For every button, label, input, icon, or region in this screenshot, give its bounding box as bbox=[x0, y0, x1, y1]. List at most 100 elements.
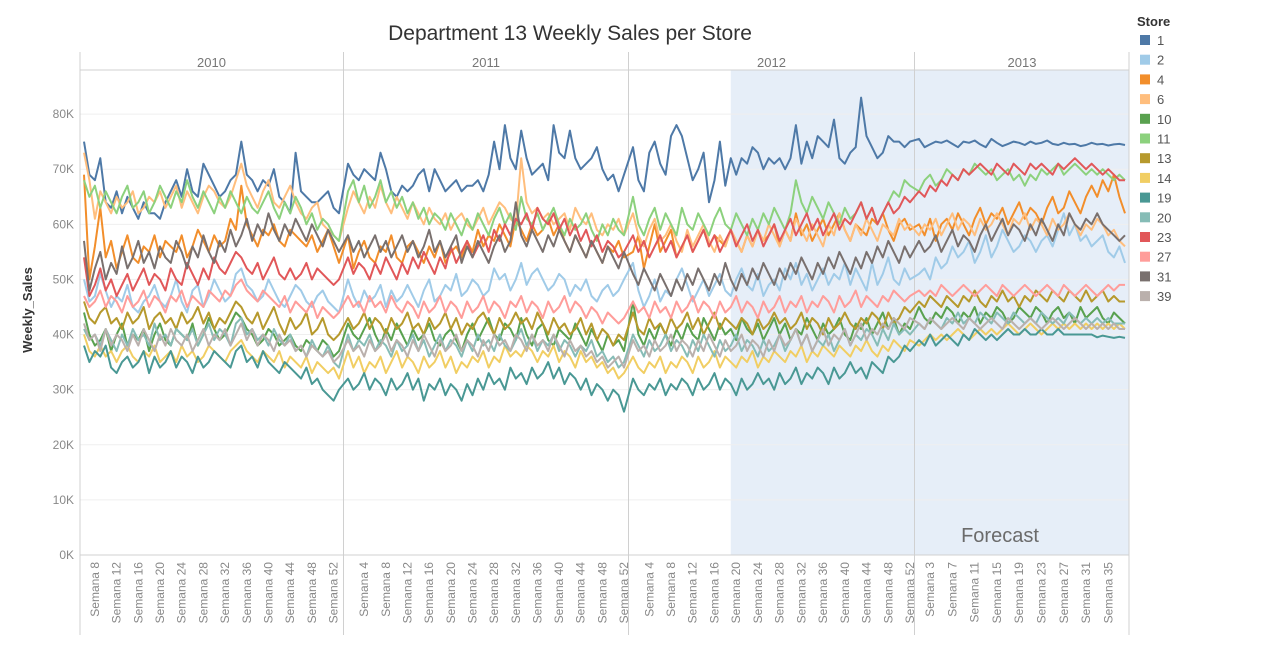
y-tick-label: 20K bbox=[53, 438, 74, 452]
legend: Store 1 2 4 6 10 11 13 14 19 20 23 27 31 39 bbox=[1137, 14, 1171, 304]
x-tick-label: Semana 24 bbox=[751, 562, 765, 624]
x-tick-label: Semana 48 bbox=[881, 562, 895, 624]
x-tick-label: Semana 19 bbox=[1012, 562, 1026, 624]
x-tick-label: Semana 52 bbox=[903, 562, 917, 624]
forecast-label: Forecast bbox=[961, 525, 1039, 547]
legend-swatch bbox=[1140, 74, 1150, 85]
x-tick-label: Semana 36 bbox=[530, 562, 544, 624]
x-tick-label: Semana 24 bbox=[175, 562, 189, 624]
legend-swatch bbox=[1140, 35, 1150, 45]
legend-label: 31 bbox=[1157, 269, 1171, 284]
legend-swatch bbox=[1140, 192, 1150, 203]
x-tick-label: Semana 16 bbox=[131, 562, 145, 624]
x-tick-label: Semana 20 bbox=[729, 562, 743, 624]
legend-swatch bbox=[1140, 172, 1150, 183]
legend-label: 6 bbox=[1157, 92, 1164, 107]
x-tick-label: Semana 4 bbox=[357, 562, 371, 617]
x-tick-label: Semana 44 bbox=[283, 562, 297, 624]
legend-label: 23 bbox=[1157, 230, 1171, 245]
series-line-store-1 bbox=[83, 96, 1126, 220]
x-tick-label: Semana 12 bbox=[686, 562, 700, 624]
x-tick-label: Semana 52 bbox=[327, 562, 341, 624]
y-tick-label: 30K bbox=[53, 383, 74, 397]
year-header: 2010 bbox=[197, 55, 226, 70]
y-tick-label: 80K bbox=[53, 107, 74, 121]
series-line-store-19 bbox=[83, 328, 1126, 413]
x-tick-label: Semana 32 bbox=[509, 562, 523, 624]
x-tick-label: Semana 40 bbox=[261, 562, 275, 624]
panel-dividers bbox=[79, 52, 1130, 635]
legend-label: 1 bbox=[1157, 33, 1164, 48]
y-axis-label: Weekly_Sales bbox=[20, 267, 35, 353]
legend-swatch bbox=[1140, 133, 1150, 144]
y-tick-label: 70K bbox=[53, 162, 74, 176]
x-tick-label: Semana 16 bbox=[707, 562, 721, 624]
legend-label: 19 bbox=[1157, 191, 1171, 206]
legend-label: 14 bbox=[1157, 171, 1171, 186]
legend-swatch bbox=[1140, 251, 1150, 262]
x-tick-label: Semana 28 bbox=[773, 562, 787, 624]
x-tick-label: Semana 24 bbox=[465, 562, 479, 624]
x-tick-label: Semana 12 bbox=[401, 562, 415, 624]
year-headers: 2010 2011 2012 2013 bbox=[197, 55, 1036, 70]
x-tick-label: Semana 40 bbox=[838, 562, 852, 624]
x-tick-label: Semana 40 bbox=[552, 562, 566, 624]
y-axis: 0K 10K 20K 30K 40K 50K 60K 70K 80K bbox=[53, 107, 74, 562]
series-line-store-27 bbox=[83, 278, 1125, 325]
x-tick-label: Semana 16 bbox=[422, 562, 436, 624]
legend-label: 10 bbox=[1157, 112, 1171, 127]
x-tick-label: Semana 4 bbox=[642, 562, 656, 617]
year-header: 2012 bbox=[757, 55, 786, 70]
y-tick-label: 0K bbox=[59, 548, 74, 562]
x-tick-label: Semana 7 bbox=[945, 562, 959, 617]
x-tick-label: Semana 3 bbox=[923, 562, 937, 617]
x-tick-label: Semana 11 bbox=[968, 562, 982, 623]
x-tick-label: Semana 36 bbox=[240, 562, 254, 624]
forecast-region bbox=[730, 70, 1129, 555]
x-tick-label: Semana 35 bbox=[1101, 562, 1115, 624]
y-tick-label: 50K bbox=[53, 272, 74, 286]
year-header: 2011 bbox=[472, 55, 500, 70]
x-tick-label: Semana 20 bbox=[153, 562, 167, 624]
legend-swatch bbox=[1140, 212, 1150, 223]
y-tick-label: 60K bbox=[53, 217, 74, 231]
legend-swatch bbox=[1140, 113, 1150, 124]
x-tick-label: Semana 8 bbox=[379, 562, 393, 617]
x-tick-label: Semana 8 bbox=[664, 562, 678, 617]
legend-swatch bbox=[1140, 54, 1150, 65]
x-tick-label: Semana 20 bbox=[444, 562, 458, 624]
x-tick-label: Semana 12 bbox=[110, 562, 124, 624]
x-tick-label: Semana 27 bbox=[1057, 562, 1071, 624]
legend-label: 39 bbox=[1157, 289, 1171, 304]
x-axis: Semana 8 Semana 12 Semana 16 Semana 20 Seman… bbox=[88, 562, 1115, 624]
x-tick-label: Semana 23 bbox=[1034, 562, 1048, 624]
legend-swatch bbox=[1140, 291, 1150, 302]
x-tick-label: Semana 28 bbox=[196, 562, 210, 624]
series-lines bbox=[83, 96, 1126, 413]
legend-label: 20 bbox=[1157, 210, 1171, 225]
y-tick-label: 10K bbox=[53, 493, 74, 507]
x-tick-label: Semana 15 bbox=[990, 562, 1004, 624]
x-tick-label: Semana 31 bbox=[1079, 562, 1093, 624]
x-tick-label: Semana 32 bbox=[218, 562, 232, 624]
legend-label: 27 bbox=[1157, 250, 1171, 265]
legend-swatch bbox=[1140, 153, 1150, 164]
x-tick-label: Semana 52 bbox=[617, 562, 631, 624]
series-line-store-13 bbox=[83, 289, 1125, 347]
series-line-store-31 bbox=[83, 201, 1126, 297]
x-tick-label: Semana 44 bbox=[574, 562, 588, 624]
x-tick-label: Semana 32 bbox=[794, 562, 808, 624]
legend-label: 13 bbox=[1157, 151, 1171, 166]
year-header: 2013 bbox=[1008, 55, 1037, 70]
x-tick-label: Semana 36 bbox=[816, 562, 830, 624]
legend-label: 2 bbox=[1157, 53, 1164, 68]
x-tick-label: Semana 44 bbox=[860, 562, 874, 624]
legend-swatch bbox=[1140, 232, 1150, 242]
y-tick-label: 40K bbox=[53, 328, 74, 342]
x-tick-label: Semana 48 bbox=[305, 562, 319, 624]
series-line-store-23 bbox=[83, 157, 1125, 297]
legend-swatch bbox=[1140, 271, 1150, 282]
series-line-store-2 bbox=[83, 212, 1126, 314]
x-tick-label: Semana 28 bbox=[487, 562, 501, 624]
